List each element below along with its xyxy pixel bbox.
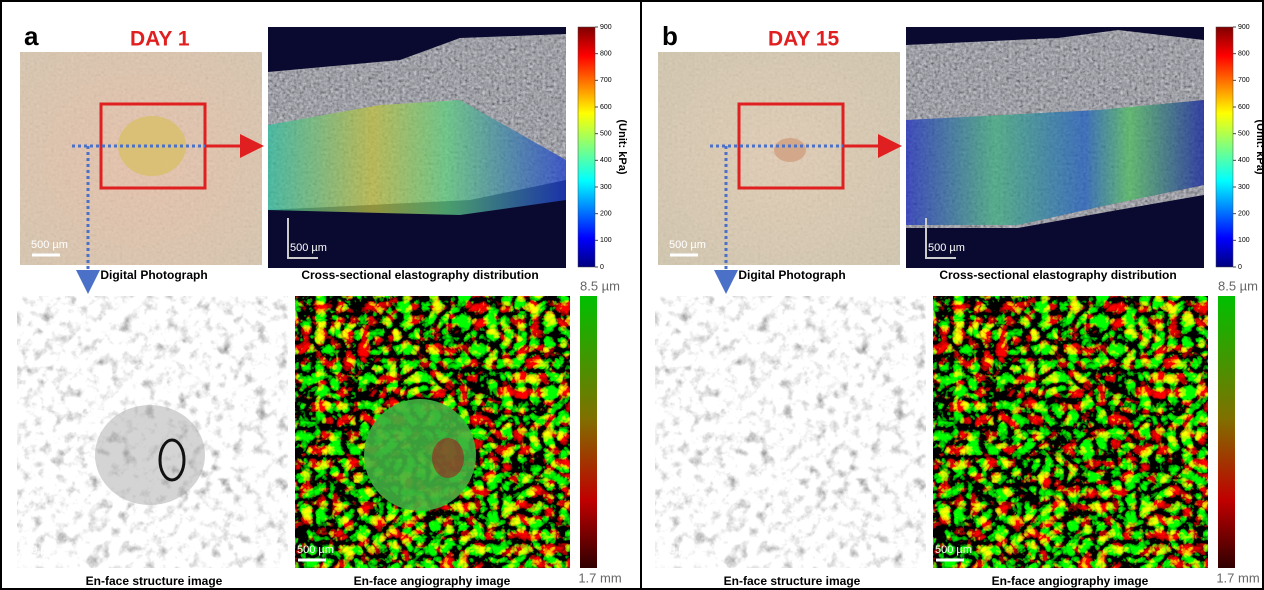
depth-top: 8.5 µm	[580, 278, 620, 293]
photo-caption: Digital Photograph	[100, 268, 207, 282]
depth-colorbar	[580, 296, 597, 568]
panel: b DAY 15 500 µm Digital Photograph 500 µm Cro…	[655, 21, 1264, 588]
colorbar-tick-label: 300	[1238, 184, 1250, 191]
day-label: DAY 15	[768, 28, 840, 51]
scale-bar-label: 500 µm	[657, 544, 694, 556]
photo-caption: Digital Photograph	[738, 268, 845, 282]
colorbar-tick-label: 0	[600, 264, 604, 271]
angio-caption: En-face angiography image	[354, 574, 511, 588]
lesion-structure	[95, 405, 205, 505]
structure-caption: En-face structure image	[724, 574, 861, 588]
scale-bar-label: 500 µm	[290, 242, 327, 254]
scale-bar-label: 500 µm	[31, 239, 68, 251]
day-label: DAY 1	[130, 28, 190, 51]
depth-bottom: 1.7 mm	[578, 570, 621, 585]
angio-texture	[933, 296, 1208, 568]
colorbar-tick-label: 800	[1238, 51, 1250, 58]
elasto-caption: Cross-sectional elastography distributio…	[301, 268, 538, 282]
colorbar-tick-label: 700	[1238, 77, 1250, 84]
colorbar-tick-label: 900	[1238, 24, 1250, 31]
colorbar-tick-label: 800	[600, 51, 612, 58]
lesion-core	[432, 438, 464, 478]
colorbar	[578, 27, 595, 267]
depth-bottom: 1.7 mm	[1216, 570, 1259, 585]
scale-bar-label: 500 µm	[19, 544, 56, 556]
scale-bar-label: 500 µm	[297, 544, 334, 556]
depth-top: 8.5 µm	[1218, 278, 1258, 293]
colorbar-tick-label: 600	[1238, 104, 1250, 111]
colorbar-tick-label: 700	[600, 77, 612, 84]
colorbar-unit: (Unit: kPa)	[616, 120, 628, 175]
scale-bar-label: 500 µm	[928, 242, 965, 254]
colorbar-tick-label: 500	[1238, 131, 1250, 138]
colorbar-tick-label: 200	[1238, 211, 1250, 218]
colorbar-unit: (Unit: kPa)	[1254, 120, 1264, 175]
colorbar-tick-label: 500	[600, 131, 612, 138]
colorbar-tick-label: 600	[600, 104, 612, 111]
elasto-caption: Cross-sectional elastography distributio…	[939, 268, 1176, 282]
panel-label: a	[24, 21, 39, 51]
colorbar-tick-label: 200	[600, 211, 612, 218]
colorbar-tick-label: 400	[1238, 157, 1250, 164]
structure-texture	[655, 296, 926, 568]
angio-caption: En-face angiography image	[992, 574, 1149, 588]
scale-bar-label: 500 µm	[669, 239, 706, 251]
lesion	[774, 138, 806, 162]
colorbar-tick-label: 100	[600, 237, 612, 244]
colorbar-tick-label: 0	[1238, 264, 1242, 271]
colorbar-tick-label: 400	[600, 157, 612, 164]
colorbar-tick-label: 900	[600, 24, 612, 31]
structure-caption: En-face structure image	[86, 574, 223, 588]
panel-label: b	[662, 21, 678, 51]
figure: a DAY 1 500 µm Digital Photograph 500 µm Cros…	[0, 0, 1264, 590]
depth-colorbar	[1218, 296, 1235, 568]
panel: a DAY 1 500 µm Digital Photograph 500 µm Cros…	[17, 21, 628, 588]
colorbar-tick-label: 100	[1238, 237, 1250, 244]
colorbar	[1216, 27, 1233, 267]
colorbar-tick-label: 300	[600, 184, 612, 191]
scale-bar-label: 500 µm	[935, 544, 972, 556]
